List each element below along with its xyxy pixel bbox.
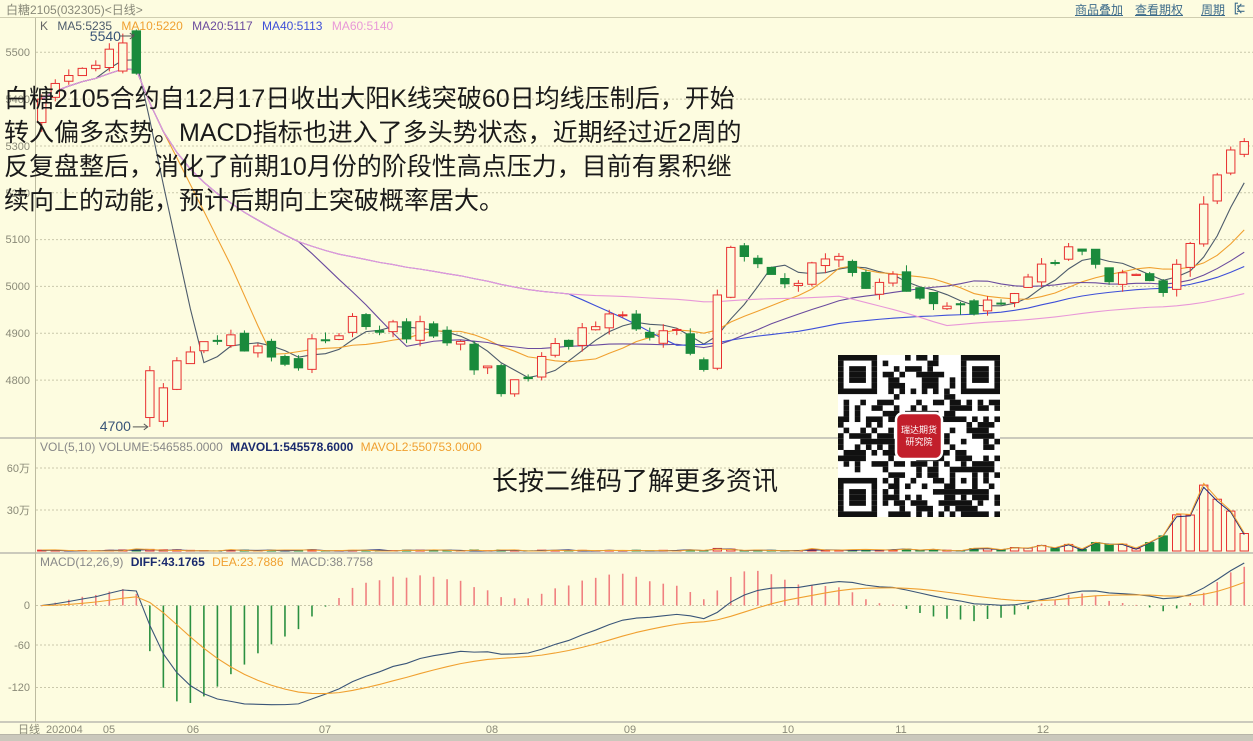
svg-text:-60: -60 xyxy=(14,640,30,652)
svg-text:5500: 5500 xyxy=(6,47,30,59)
svg-text:日线: 日线 xyxy=(18,722,40,736)
svg-text:0: 0 xyxy=(24,600,30,612)
svg-text:4800: 4800 xyxy=(6,375,30,387)
svg-text:-120: -120 xyxy=(8,682,30,694)
svg-text:30万: 30万 xyxy=(7,505,30,517)
svg-text:瑞达期货: 瑞达期货 xyxy=(901,424,937,435)
svg-text:5000: 5000 xyxy=(6,281,30,293)
svg-text:4700: 4700 xyxy=(100,418,131,434)
svg-text:4900: 4900 xyxy=(6,328,30,340)
svg-text:5100: 5100 xyxy=(6,234,30,246)
svg-text:研究院: 研究院 xyxy=(905,436,932,447)
svg-text:60万: 60万 xyxy=(7,463,30,475)
